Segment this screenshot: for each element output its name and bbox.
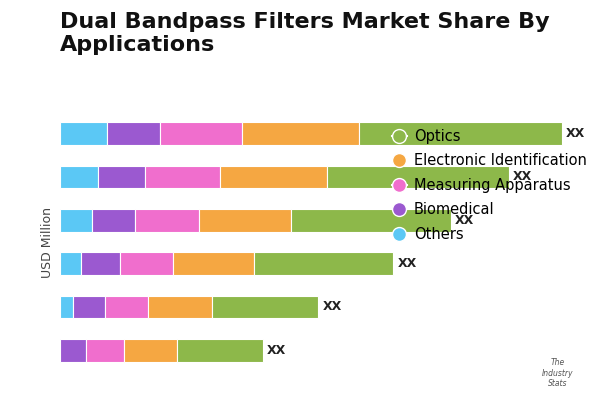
Text: XX: XX xyxy=(513,170,532,184)
Bar xyxy=(82,252,120,275)
Bar xyxy=(105,296,148,318)
Bar xyxy=(145,166,220,188)
Bar xyxy=(212,296,319,318)
Bar xyxy=(242,122,359,145)
Bar xyxy=(107,122,160,145)
Bar xyxy=(120,252,173,275)
Bar xyxy=(135,209,199,232)
Bar xyxy=(60,122,107,145)
Bar xyxy=(173,252,254,275)
Bar xyxy=(290,209,451,232)
Bar xyxy=(254,252,393,275)
Bar xyxy=(60,209,92,232)
Y-axis label: USD Million: USD Million xyxy=(41,206,55,278)
Text: XX: XX xyxy=(397,257,417,270)
Text: XX: XX xyxy=(267,344,286,357)
Bar xyxy=(60,166,98,188)
Bar xyxy=(98,166,145,188)
Bar xyxy=(92,209,135,232)
Bar xyxy=(60,252,82,275)
Bar xyxy=(73,296,105,318)
Text: Dual Bandpass Filters Market Share By
Applications: Dual Bandpass Filters Market Share By Ap… xyxy=(60,12,550,55)
Bar xyxy=(160,122,242,145)
Text: XX: XX xyxy=(566,127,586,140)
Bar xyxy=(60,339,86,362)
Bar xyxy=(220,166,327,188)
Bar xyxy=(359,122,562,145)
Text: The
Industry
Stats: The Industry Stats xyxy=(542,358,574,388)
Bar xyxy=(327,166,509,188)
Bar xyxy=(86,339,124,362)
Bar xyxy=(124,339,178,362)
Bar xyxy=(178,339,263,362)
Legend: Optics, Electronic Identification, Measuring Apparatus, Biomedical, Others: Optics, Electronic Identification, Measu… xyxy=(388,124,591,246)
Bar xyxy=(60,296,73,318)
Bar xyxy=(148,296,212,318)
Bar xyxy=(199,209,290,232)
Text: XX: XX xyxy=(455,214,475,227)
Text: XX: XX xyxy=(323,300,342,314)
